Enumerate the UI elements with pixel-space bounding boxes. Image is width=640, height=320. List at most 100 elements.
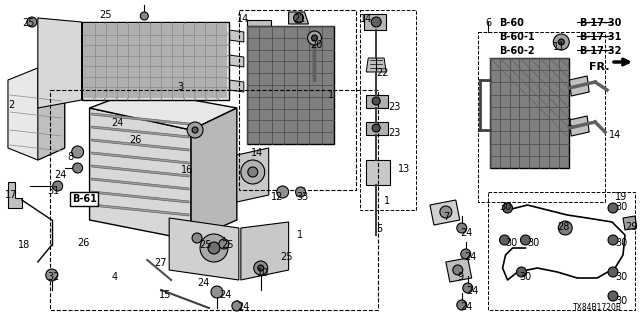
Text: 26: 26: [77, 238, 90, 248]
Text: 30: 30: [527, 238, 540, 248]
Polygon shape: [229, 30, 244, 42]
Text: 9: 9: [458, 272, 464, 282]
Text: 21: 21: [294, 14, 306, 24]
Polygon shape: [366, 122, 388, 135]
Polygon shape: [623, 216, 637, 230]
Circle shape: [192, 127, 198, 133]
Text: B-60: B-60: [500, 18, 524, 28]
Polygon shape: [90, 108, 191, 240]
Polygon shape: [366, 95, 388, 108]
Text: 24: 24: [460, 228, 472, 238]
Circle shape: [73, 163, 83, 173]
Polygon shape: [229, 80, 244, 92]
Text: 30: 30: [506, 238, 518, 248]
Bar: [239, 10, 356, 190]
Text: 26: 26: [129, 135, 141, 145]
Polygon shape: [92, 126, 189, 138]
Circle shape: [516, 267, 527, 277]
Text: 14: 14: [360, 14, 372, 24]
Polygon shape: [569, 76, 589, 96]
Bar: [360, 10, 416, 210]
Circle shape: [307, 31, 321, 45]
Circle shape: [372, 124, 380, 132]
Circle shape: [457, 223, 467, 233]
Bar: [82, 22, 229, 100]
Text: FR.: FR.: [589, 62, 610, 72]
Text: B-17-32: B-17-32: [579, 46, 621, 56]
Circle shape: [500, 235, 509, 245]
Polygon shape: [92, 191, 189, 203]
Circle shape: [52, 181, 63, 191]
Polygon shape: [90, 90, 237, 130]
Text: 30: 30: [500, 202, 512, 212]
Text: 19: 19: [615, 192, 627, 202]
Circle shape: [192, 233, 202, 243]
Text: 6: 6: [486, 18, 492, 28]
Circle shape: [608, 291, 618, 301]
Polygon shape: [8, 182, 22, 208]
Text: 17: 17: [5, 190, 17, 200]
Text: 13: 13: [398, 164, 410, 174]
Text: 14: 14: [609, 130, 621, 140]
Polygon shape: [446, 258, 472, 282]
Text: 25: 25: [22, 18, 35, 28]
Bar: [488, 192, 635, 310]
Text: B-60-1: B-60-1: [500, 32, 535, 42]
Text: 23: 23: [388, 128, 401, 138]
Text: 24: 24: [197, 278, 209, 288]
Polygon shape: [191, 108, 237, 240]
Text: 14: 14: [237, 14, 249, 24]
Circle shape: [276, 186, 289, 198]
Polygon shape: [229, 55, 244, 67]
Circle shape: [254, 261, 268, 275]
Circle shape: [463, 283, 473, 293]
Text: 25: 25: [281, 252, 293, 262]
Circle shape: [294, 13, 303, 23]
Text: B-17-30: B-17-30: [579, 18, 621, 28]
Circle shape: [453, 265, 463, 275]
Text: 30: 30: [520, 272, 532, 282]
Text: 24: 24: [55, 170, 67, 180]
Circle shape: [241, 160, 265, 184]
Circle shape: [608, 203, 618, 213]
Text: 1: 1: [567, 118, 573, 128]
Text: 4: 4: [111, 272, 118, 282]
Text: 2: 2: [8, 100, 14, 110]
Bar: [50, 90, 378, 310]
Circle shape: [608, 267, 618, 277]
Text: 24: 24: [237, 302, 249, 312]
Circle shape: [440, 206, 452, 218]
Text: 1: 1: [384, 196, 390, 206]
Circle shape: [372, 97, 380, 105]
Polygon shape: [38, 18, 82, 108]
Text: 28: 28: [557, 222, 570, 232]
Text: 24: 24: [460, 302, 472, 312]
Polygon shape: [366, 160, 390, 185]
Text: 30: 30: [615, 272, 627, 282]
Polygon shape: [8, 68, 65, 160]
Text: 23: 23: [388, 102, 401, 112]
Bar: [490, 58, 569, 168]
Circle shape: [554, 34, 569, 50]
Text: 30: 30: [615, 238, 627, 248]
Polygon shape: [430, 200, 460, 225]
Text: 11: 11: [554, 42, 566, 52]
Text: 7: 7: [443, 212, 449, 222]
Text: 30: 30: [615, 296, 627, 306]
Text: 25: 25: [221, 240, 234, 250]
Text: 15: 15: [159, 290, 172, 300]
Polygon shape: [92, 204, 189, 216]
Text: 16: 16: [181, 165, 193, 175]
Circle shape: [211, 286, 223, 298]
Bar: [247, 26, 334, 144]
Circle shape: [72, 146, 84, 158]
Text: TX84B1720B: TX84B1720B: [573, 303, 622, 312]
Bar: [477, 32, 605, 202]
Polygon shape: [92, 139, 189, 151]
Circle shape: [371, 17, 381, 27]
Polygon shape: [366, 58, 386, 72]
Circle shape: [187, 122, 203, 138]
Circle shape: [558, 39, 564, 45]
Polygon shape: [169, 218, 239, 280]
Text: 25: 25: [199, 240, 212, 250]
